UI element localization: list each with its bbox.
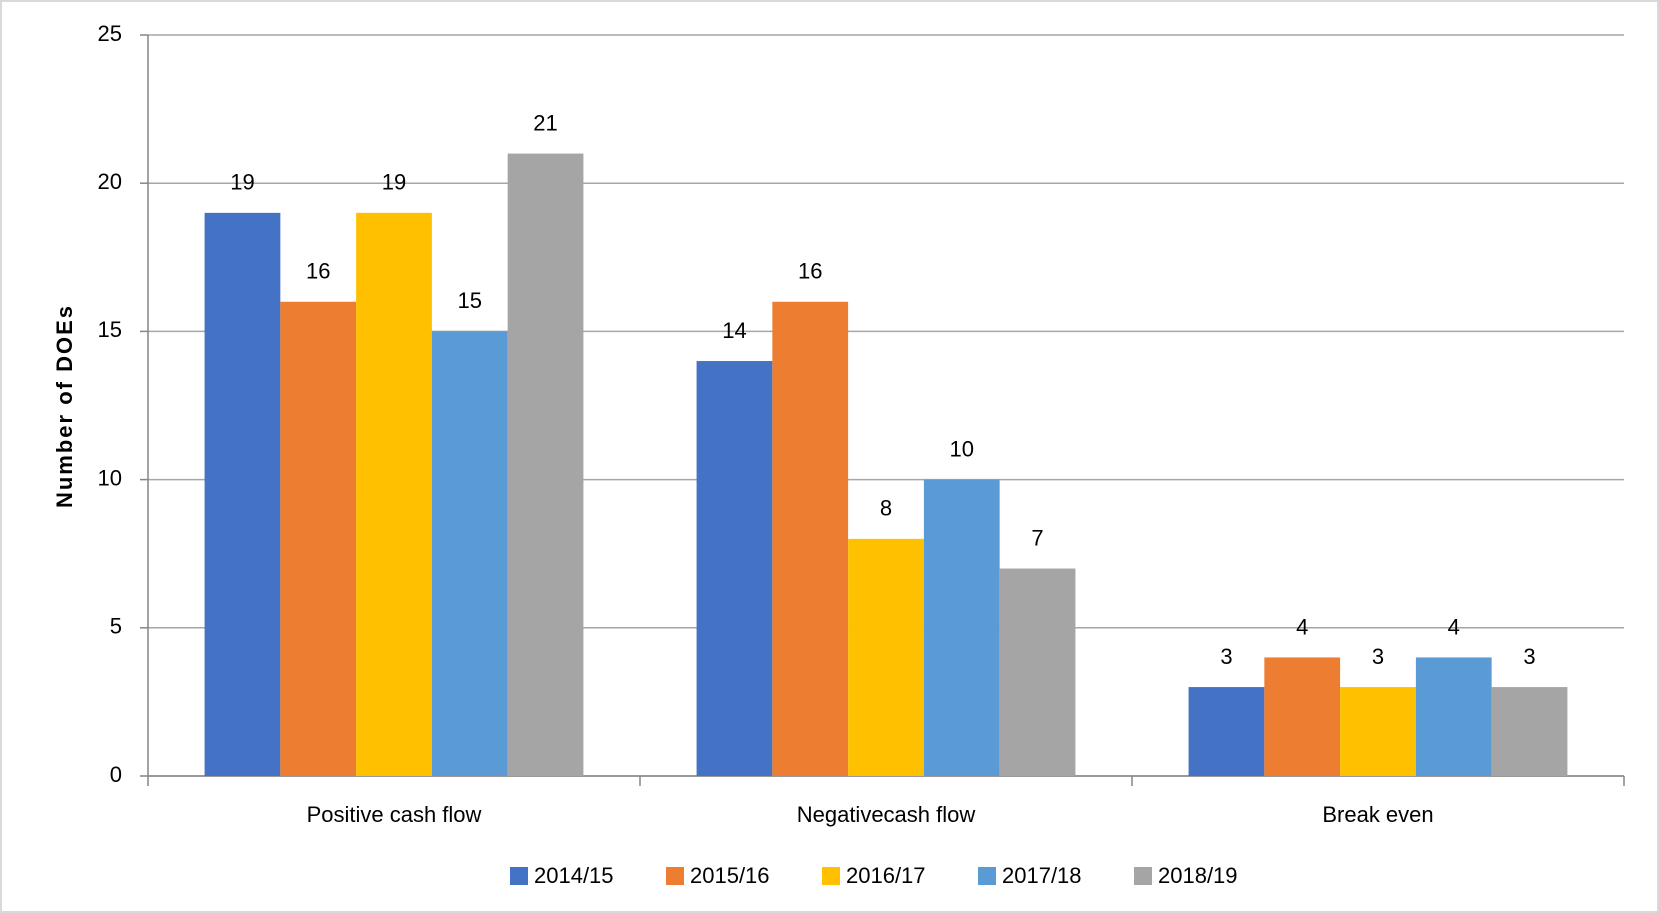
data-label: 4 (1296, 614, 1308, 639)
data-label: 16 (306, 259, 330, 284)
legend-label: 2018/19 (1158, 863, 1238, 888)
legend-swatch (666, 867, 684, 885)
legend-swatch (822, 867, 840, 885)
x-tick-label: Positive cash flow (307, 802, 482, 827)
bar (772, 301, 849, 776)
legend-label: 2017/18 (1002, 863, 1082, 888)
bar (1264, 657, 1341, 776)
bar (999, 568, 1076, 776)
data-label: 21 (533, 110, 557, 135)
data-label: 19 (230, 170, 254, 195)
bar (1415, 657, 1492, 776)
data-label: 7 (1031, 525, 1043, 550)
bar (280, 301, 357, 776)
data-label: 16 (798, 259, 822, 284)
data-label: 14 (722, 318, 746, 343)
x-tick-label: Break even (1322, 802, 1433, 827)
bar (696, 361, 773, 776)
bar (1188, 687, 1265, 776)
bar (1340, 687, 1416, 776)
data-label: 3 (1523, 644, 1535, 669)
data-label: 3 (1372, 644, 1384, 669)
data-label: 15 (458, 288, 482, 313)
bar (848, 538, 924, 776)
bar (204, 212, 281, 777)
bar (507, 153, 584, 776)
y-tick-label: 10 (98, 465, 122, 490)
data-label: 8 (880, 496, 892, 521)
y-tick-label: 20 (98, 169, 122, 194)
data-label: 19 (382, 170, 406, 195)
data-label: 3 (1220, 644, 1232, 669)
bar (923, 479, 1000, 776)
x-tick-label: Negativecash flow (797, 802, 976, 827)
data-label: 10 (950, 436, 974, 461)
legend-swatch (978, 867, 996, 885)
y-axis-label: Number of DOEs (52, 304, 77, 508)
y-tick-label: 0 (110, 762, 122, 787)
legend-label: 2014/15 (534, 863, 614, 888)
data-label: 4 (1448, 614, 1460, 639)
y-tick-label: 25 (98, 21, 122, 46)
legend-label: 2016/17 (846, 863, 926, 888)
y-tick-label: 15 (98, 317, 122, 342)
legend-swatch (510, 867, 528, 885)
bar (1491, 687, 1568, 776)
legend-label: 2015/16 (690, 863, 770, 888)
bar (356, 212, 432, 777)
y-tick-label: 5 (110, 614, 122, 639)
legend-swatch (1134, 867, 1152, 885)
bar (431, 331, 508, 776)
